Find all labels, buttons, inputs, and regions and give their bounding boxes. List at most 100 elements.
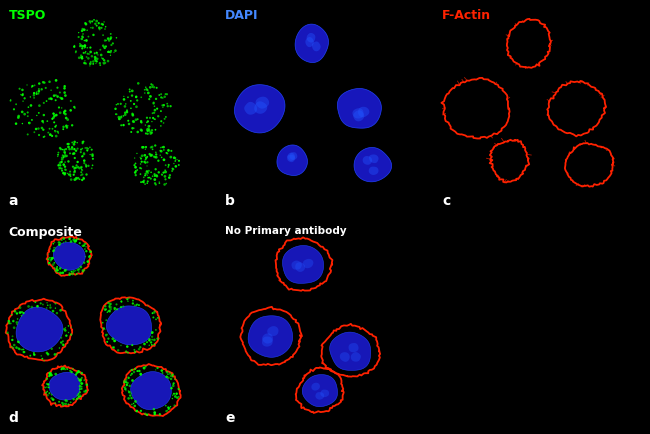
Point [53, 93, 63, 100]
Point [78, 30, 88, 37]
Polygon shape [290, 152, 297, 160]
Point [90, 50, 100, 57]
Point [64, 269, 75, 276]
Point [68, 365, 78, 372]
Point [60, 92, 71, 99]
Point [163, 406, 174, 413]
Point [47, 395, 57, 402]
Point [102, 309, 112, 316]
Point [150, 154, 160, 161]
Point [8, 318, 19, 325]
Point [136, 94, 146, 101]
Point [76, 42, 86, 49]
Point [40, 384, 50, 391]
Point [100, 306, 110, 313]
Point [140, 181, 150, 187]
Point [114, 114, 124, 121]
Point [11, 101, 21, 108]
Point [152, 105, 162, 112]
Point [138, 144, 148, 151]
Point [85, 44, 96, 51]
Point [59, 108, 70, 115]
Point [75, 393, 86, 400]
Point [102, 339, 112, 345]
Point [106, 34, 116, 41]
Point [148, 115, 159, 122]
Polygon shape [358, 107, 369, 117]
Point [76, 380, 86, 387]
Point [142, 178, 153, 185]
Point [57, 167, 68, 174]
Point [101, 306, 111, 313]
Point [169, 390, 179, 397]
Point [64, 146, 75, 153]
Point [105, 300, 116, 307]
Point [42, 384, 52, 391]
Point [73, 164, 83, 171]
Point [159, 156, 169, 163]
Point [49, 127, 60, 134]
Point [159, 93, 170, 100]
Point [101, 317, 112, 324]
Point [61, 122, 72, 129]
Point [142, 180, 152, 187]
Point [129, 346, 140, 353]
Text: e: e [225, 411, 235, 425]
Point [157, 171, 167, 178]
Point [156, 108, 166, 115]
Point [150, 172, 160, 179]
Point [80, 44, 90, 51]
Polygon shape [352, 108, 363, 118]
Point [55, 265, 66, 272]
Point [168, 166, 178, 173]
Point [91, 54, 101, 61]
Point [97, 55, 107, 62]
Point [103, 335, 114, 342]
Point [123, 117, 133, 124]
Point [140, 122, 151, 128]
Point [38, 99, 49, 106]
Point [42, 381, 52, 388]
Point [83, 162, 94, 169]
Point [116, 298, 127, 305]
Point [135, 371, 146, 378]
Point [147, 336, 157, 343]
Polygon shape [363, 156, 372, 165]
Point [60, 401, 71, 408]
Point [143, 174, 153, 181]
Text: F-Actin: F-Actin [442, 9, 491, 22]
Point [64, 141, 74, 148]
Point [75, 377, 85, 384]
Point [81, 163, 91, 170]
Point [82, 147, 92, 154]
Point [30, 299, 40, 306]
Point [78, 34, 88, 41]
Point [109, 343, 120, 350]
Point [146, 151, 157, 158]
Point [60, 267, 71, 274]
Point [162, 100, 172, 107]
Point [168, 382, 179, 389]
Point [162, 103, 173, 110]
Point [58, 152, 68, 159]
Point [79, 266, 90, 273]
Point [68, 237, 79, 243]
Point [119, 379, 129, 386]
Point [159, 102, 169, 108]
Point [14, 85, 25, 92]
Point [45, 370, 55, 377]
Point [13, 114, 23, 121]
Point [161, 149, 172, 156]
Point [174, 158, 184, 164]
Point [49, 351, 60, 358]
Point [62, 152, 72, 159]
Point [77, 33, 88, 40]
Point [75, 383, 85, 390]
Point [142, 339, 152, 345]
Polygon shape [255, 97, 269, 108]
Point [80, 42, 90, 49]
Point [48, 110, 58, 117]
Polygon shape [53, 242, 85, 270]
Point [18, 98, 28, 105]
Point [130, 160, 140, 167]
